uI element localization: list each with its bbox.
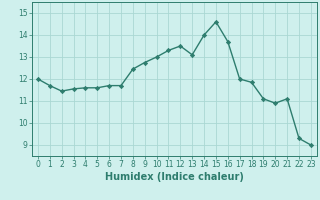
X-axis label: Humidex (Indice chaleur): Humidex (Indice chaleur): [105, 172, 244, 182]
